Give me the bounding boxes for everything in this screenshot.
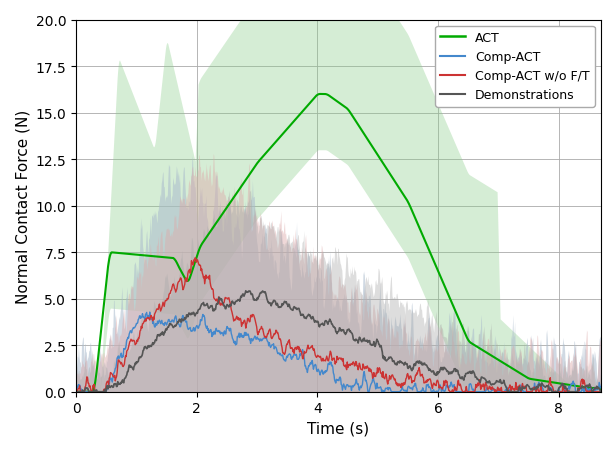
Legend: ACT, Comp-ACT, Comp-ACT w/o F/T, Demonstrations: ACT, Comp-ACT, Comp-ACT w/o F/T, Demonst…	[435, 27, 595, 107]
Y-axis label: Normal Contact Force (N): Normal Contact Force (N)	[15, 109, 30, 303]
X-axis label: Time (s): Time (s)	[307, 421, 370, 436]
